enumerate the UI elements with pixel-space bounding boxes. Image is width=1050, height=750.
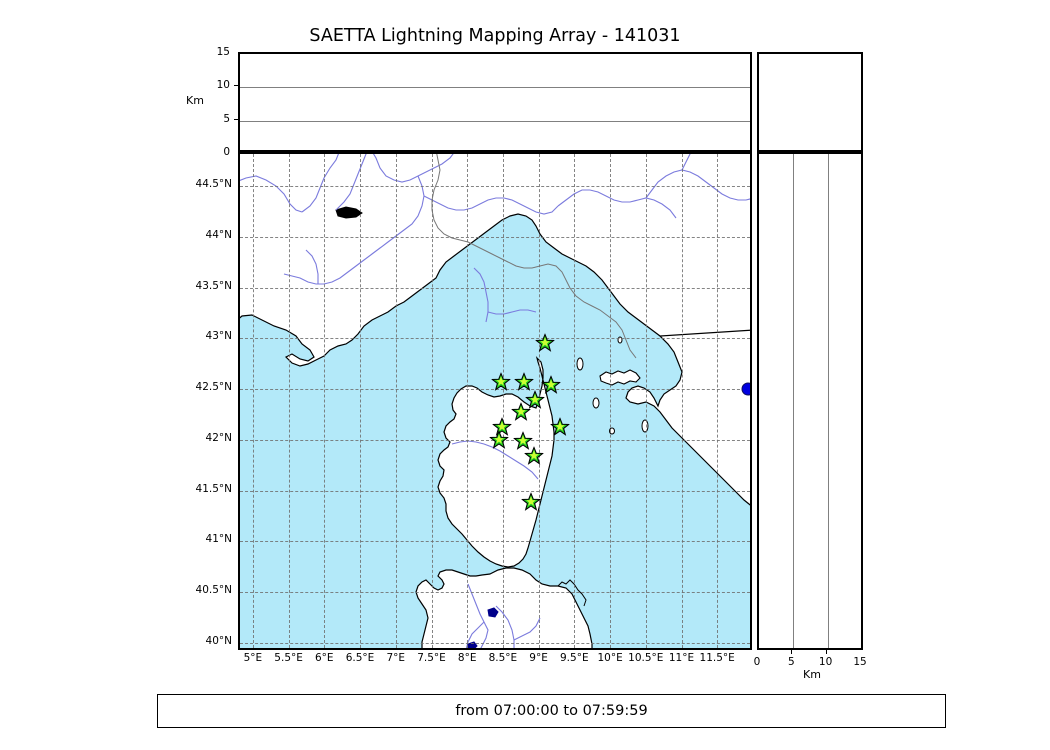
map-gridline-lon-6.5 [360,154,361,648]
map-ytick-40.5: 40.5°N [195,584,232,597]
island-capraia [592,397,600,409]
map-gridline-lon-9.5 [574,154,576,648]
map-xtick-8: 8°E [457,652,477,664]
right-panel-xtick-10: 10 [818,656,833,668]
map-ytick-42: 42°N [205,431,232,444]
map-gridline-lon-10.5 [645,154,647,648]
map-xtick-11.5: 11.5°E [699,652,735,664]
map-gridline-lon-7 [395,154,397,648]
map-gridline-lat-43.5 [240,287,750,289]
right-panel-tickmark-5 [791,650,793,654]
map-xtick-6: 6°E [315,652,334,664]
map-xtick-10.5: 10.5°E [628,652,664,664]
map-ytick-42.5: 42.5°N [195,381,232,394]
time-range-box: from 07:00:00 to 07:59:59 [157,694,946,728]
map-xtick-6.5: 6.5°E [345,652,375,664]
station-marker[interactable] [535,333,555,353]
island-giglio [576,357,584,371]
right-panel-xtick-15: 15 [853,656,867,668]
map-ytick-43: 43°N [205,330,232,343]
station-marker[interactable] [511,402,531,422]
station-marker[interactable] [550,417,570,436]
top-panel-tickmark-10 [234,85,238,87]
map-ytick-41: 41°N [205,533,232,546]
source-dot[interactable] [741,382,750,396]
longitude-altitude-panel[interactable] [238,52,752,152]
station-marker[interactable] [525,390,545,409]
map-gridline-lon-10 [610,154,612,648]
map-xtick-5: 5°E [243,652,263,664]
station-marker[interactable] [492,417,512,437]
right-panel-xtick-5: 5 [787,656,795,668]
top-panel-axis-label: Km [186,94,204,107]
right-panel-tickmark-10 [825,650,827,654]
station-marker[interactable] [513,431,532,450]
map-gridline-lat-41 [240,541,750,543]
map-gridline-lat-41.5 [240,490,750,492]
map-xtick-9.5: 9.5°E [560,652,589,664]
rivers-corsica [451,440,539,480]
top-panel-ytick-10: 10 [216,79,230,92]
station-marker[interactable] [541,375,561,394]
map-gridline-lon-9 [538,154,540,648]
map-xtick-10: 10°E [597,652,623,664]
map-gridline-lon-11 [681,154,683,648]
map-gridline-lat-43 [240,338,750,340]
lake-etang-de-berre [335,206,363,219]
landmass-sardinia [415,567,593,648]
map-gridline-lon-7.5 [431,154,433,648]
station-marker[interactable] [514,372,534,391]
station-marker[interactable] [489,430,509,450]
map-gridline-lat-40 [240,643,750,644]
lake-sardinia-1 [487,607,499,618]
page-title: SAETTA Lightning Mapping Array - 141031 [309,26,681,46]
top-panel-ytick-0: 0 [223,146,230,158]
station-marker[interactable] [521,492,541,511]
right-panel-gridline-10 [827,154,829,648]
map-xtick-7: 7°E [386,652,406,664]
map-xtick-11: 11°E [668,652,695,664]
map-ytick-40: 40°N [205,635,232,647]
map-gridline-lon-5 [252,154,254,648]
map-xtick-8.5: 8.5°E [488,652,518,664]
map-gridline-lon-6 [324,154,326,648]
map-gridline-lon-5.5 [288,154,290,648]
map-ytick-43.5: 43.5°N [195,279,232,292]
right-panel-gridline-5 [793,154,795,648]
island-elba [599,369,641,386]
map-ytick-41.5: 41.5°N [195,482,232,495]
map-ytick-44.5: 44.5°N [195,177,232,190]
top-panel-ytick-15: 15 [216,46,230,58]
map-gridline-lon-8.5 [502,154,504,648]
top-panel-gridline-10 [240,87,750,89]
map-ytick-44: 44°N [205,228,232,241]
map-gridline-lat-40.5 [240,592,750,594]
map-xtick-5.5: 5.5°E [274,652,303,664]
geographic-map-panel[interactable] [238,152,752,650]
map-gridline-lon-11.5 [717,154,719,648]
corner-panel [757,52,863,152]
top-panel-gridline-5 [240,120,750,122]
station-marker[interactable] [491,372,511,392]
right-panel-xtick-0: 0 [753,656,761,668]
map-geography [240,154,750,648]
altitude-latitude-panel[interactable] [757,152,863,650]
map-xtick-9: 9°E [529,652,548,664]
coast-detail-ne-sardinia [557,579,587,607]
top-panel-ytick-5: 5 [223,112,230,125]
map-gridline-lat-44 [240,236,750,238]
map-gridline-lat-44.5 [240,185,750,187]
right-panel-axis-label: Km [803,668,821,681]
time-range-label: from 07:00:00 to 07:59:59 [455,703,648,719]
map-xtick-7.5: 7.5°E [417,652,446,664]
map-gridline-lon-8 [467,154,469,648]
station-marker[interactable] [524,446,544,466]
top-panel-tickmark-5 [234,118,238,120]
landmass-tuscany-coast [625,329,750,506]
